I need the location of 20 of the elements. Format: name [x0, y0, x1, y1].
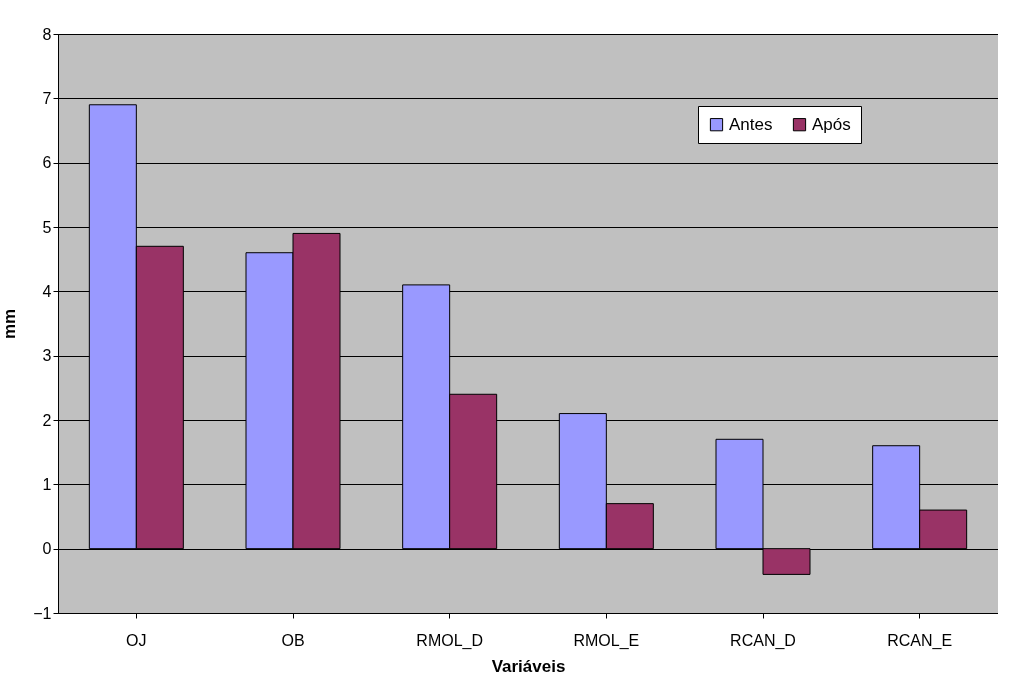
y-tick-label: −1 [33, 604, 52, 622]
x-tick-label: RMOL_D [416, 631, 484, 650]
legend-label: Após [812, 114, 851, 134]
x-tick-label: RCAN_E [887, 631, 953, 650]
y-tick-label: 8 [42, 25, 52, 43]
x-tick-label: OJ [126, 631, 147, 649]
x-axis-title: Variáveis [491, 656, 566, 676]
x-tick-label: OB [281, 631, 305, 649]
y-tick-label: 2 [42, 411, 52, 429]
y-tick-label: 4 [42, 282, 52, 300]
legend-label: Antes [729, 114, 773, 134]
y-tick-label: 1 [42, 475, 52, 493]
x-tick-label: RCAN_D [730, 631, 796, 650]
y-tick-label: 3 [42, 347, 52, 365]
y-axis-title: mm [0, 308, 20, 340]
y-tick-label: 7 [42, 89, 52, 107]
y-tick-label: 6 [42, 154, 52, 172]
y-tick-label: 0 [42, 540, 52, 558]
x-tick-label: RMOL_E [573, 631, 640, 650]
y-tick-label: 5 [42, 218, 52, 236]
